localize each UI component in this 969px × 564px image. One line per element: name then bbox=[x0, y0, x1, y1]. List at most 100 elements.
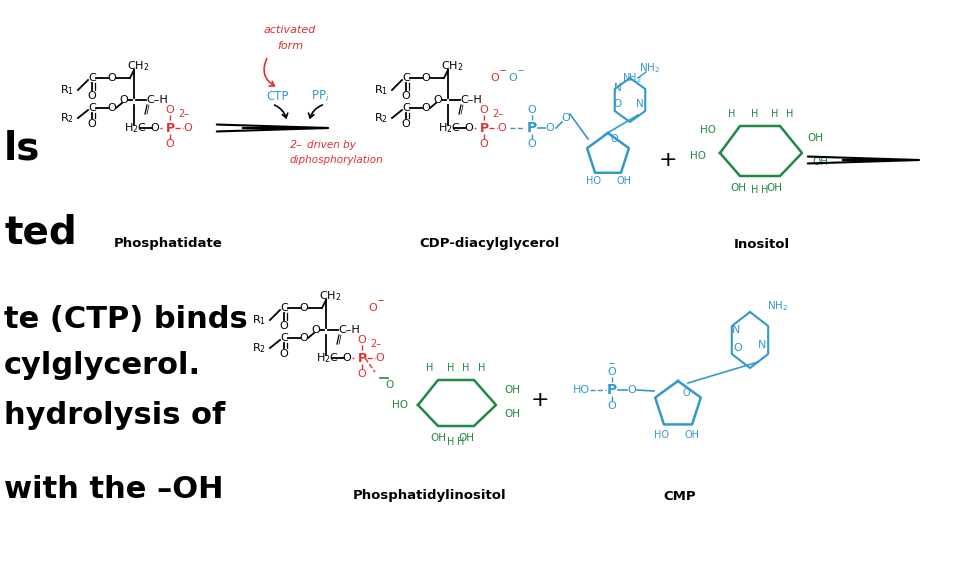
Text: R$_2$: R$_2$ bbox=[60, 111, 74, 125]
Text: OH: OH bbox=[812, 157, 828, 167]
Text: O: O bbox=[343, 353, 352, 363]
Text: R$_1$: R$_1$ bbox=[60, 83, 74, 97]
Text: ted: ted bbox=[4, 213, 77, 251]
Text: H: H bbox=[751, 109, 759, 119]
Text: O: O bbox=[614, 99, 622, 109]
Text: PP$_i$: PP$_i$ bbox=[311, 89, 329, 104]
Text: –: – bbox=[378, 294, 384, 307]
Polygon shape bbox=[732, 312, 768, 368]
Text: hydrolysis of: hydrolysis of bbox=[4, 400, 225, 430]
Text: 2–: 2– bbox=[370, 339, 382, 349]
Text: O: O bbox=[150, 123, 159, 133]
Text: O: O bbox=[528, 139, 537, 149]
Text: cylglycerol.: cylglycerol. bbox=[4, 350, 202, 380]
Text: P: P bbox=[166, 121, 174, 134]
Text: N: N bbox=[614, 83, 622, 93]
Text: O: O bbox=[401, 119, 411, 129]
Text: C–H: C–H bbox=[146, 95, 168, 105]
Text: te (CTP) binds: te (CTP) binds bbox=[4, 306, 248, 334]
Text: O: O bbox=[422, 73, 430, 83]
Text: –: – bbox=[500, 64, 506, 77]
Text: OH: OH bbox=[766, 183, 782, 193]
Polygon shape bbox=[655, 381, 701, 425]
Text: O: O bbox=[490, 73, 499, 83]
Text: CH$_2$: CH$_2$ bbox=[127, 59, 149, 73]
Text: H: H bbox=[448, 437, 454, 447]
Text: O: O bbox=[119, 95, 128, 105]
Text: +: + bbox=[531, 390, 549, 410]
Text: R$_1$: R$_1$ bbox=[252, 313, 266, 327]
Text: O: O bbox=[480, 105, 488, 115]
Text: O: O bbox=[464, 123, 474, 133]
Text: R$_2$: R$_2$ bbox=[374, 111, 388, 125]
Text: CH$_2$: CH$_2$ bbox=[319, 289, 341, 303]
Text: C–H: C–H bbox=[460, 95, 482, 105]
Text: O: O bbox=[509, 73, 517, 83]
Text: OH: OH bbox=[430, 433, 446, 443]
Text: H$_2$C: H$_2$C bbox=[316, 351, 339, 365]
Text: CTP: CTP bbox=[266, 90, 290, 103]
Text: O: O bbox=[166, 139, 174, 149]
Text: H$_2$C: H$_2$C bbox=[438, 121, 461, 135]
Text: OH: OH bbox=[504, 409, 520, 419]
Text: H: H bbox=[479, 363, 485, 373]
Text: with the –OH: with the –OH bbox=[4, 475, 224, 505]
Text: O: O bbox=[610, 134, 618, 144]
Text: O: O bbox=[433, 95, 443, 105]
Text: HO: HO bbox=[573, 385, 590, 395]
Text: P: P bbox=[480, 121, 488, 134]
Text: H: H bbox=[462, 363, 470, 373]
Polygon shape bbox=[587, 133, 629, 173]
Text: O: O bbox=[401, 91, 411, 101]
Text: C–H: C–H bbox=[338, 325, 359, 335]
Text: O: O bbox=[87, 119, 96, 129]
Text: O: O bbox=[422, 103, 430, 113]
Text: O: O bbox=[280, 321, 289, 331]
Text: O: O bbox=[682, 388, 690, 398]
FancyArrowPatch shape bbox=[308, 105, 323, 118]
Text: P: P bbox=[527, 121, 537, 135]
Text: 2–: 2– bbox=[178, 109, 190, 119]
Text: O: O bbox=[358, 335, 366, 345]
Text: NH$_2$: NH$_2$ bbox=[622, 71, 641, 85]
Text: H: H bbox=[729, 109, 735, 119]
Text: HO: HO bbox=[654, 430, 670, 440]
Text: H$_2$C: H$_2$C bbox=[124, 121, 147, 135]
Text: –: – bbox=[517, 64, 524, 77]
Text: OH: OH bbox=[504, 385, 520, 395]
Text: diphosphorylation: diphosphorylation bbox=[290, 155, 384, 165]
Text: O: O bbox=[108, 103, 116, 113]
Text: O: O bbox=[608, 401, 616, 411]
Text: O: O bbox=[312, 325, 321, 335]
Text: C: C bbox=[88, 103, 96, 113]
Text: O: O bbox=[628, 385, 637, 395]
Text: O: O bbox=[608, 367, 616, 377]
Polygon shape bbox=[614, 78, 645, 122]
Text: Phosphatidate: Phosphatidate bbox=[113, 237, 222, 250]
Text: H: H bbox=[448, 363, 454, 373]
Text: H: H bbox=[762, 185, 768, 195]
Text: O: O bbox=[358, 369, 366, 379]
Text: O: O bbox=[299, 303, 308, 313]
Text: O: O bbox=[498, 123, 507, 133]
Text: CDP-diacylglycerol: CDP-diacylglycerol bbox=[420, 237, 560, 250]
Text: form: form bbox=[277, 41, 303, 51]
Text: O: O bbox=[562, 113, 571, 123]
Text: O: O bbox=[528, 105, 537, 115]
Text: C: C bbox=[402, 103, 410, 113]
Text: O: O bbox=[299, 333, 308, 343]
Text: H: H bbox=[771, 109, 779, 119]
Text: OH: OH bbox=[616, 176, 632, 186]
Text: N: N bbox=[758, 340, 766, 350]
Text: CMP: CMP bbox=[664, 490, 697, 503]
Text: Inositol: Inositol bbox=[734, 237, 790, 250]
Text: O: O bbox=[546, 123, 554, 133]
Text: P: P bbox=[607, 383, 617, 397]
Text: O: O bbox=[480, 139, 488, 149]
Text: –: – bbox=[609, 358, 615, 371]
Text: CH$_2$: CH$_2$ bbox=[441, 59, 463, 73]
Text: R$_1$: R$_1$ bbox=[374, 83, 388, 97]
Text: O: O bbox=[734, 343, 742, 353]
FancyArrowPatch shape bbox=[265, 59, 274, 86]
Text: O: O bbox=[280, 349, 289, 359]
